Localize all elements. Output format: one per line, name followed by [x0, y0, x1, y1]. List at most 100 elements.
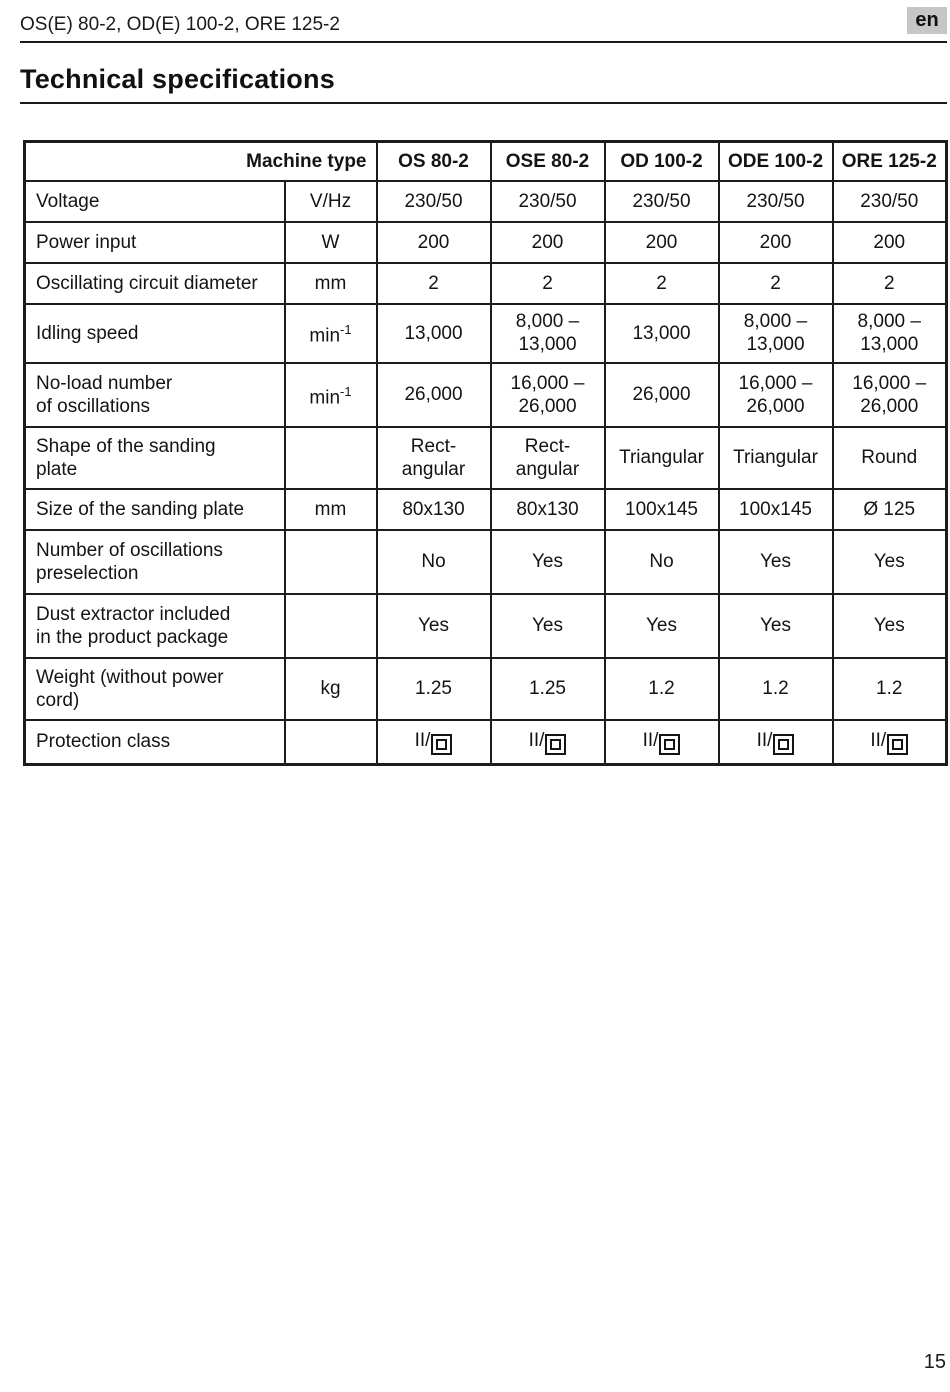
double-insulation-icon — [431, 733, 453, 755]
value-cell: Ø 125 — [831, 487, 948, 531]
row-unit-cell — [283, 528, 378, 595]
row-unit-cell — [283, 592, 378, 659]
row-unit-cell: mm — [283, 487, 378, 531]
value-cell: No — [375, 528, 492, 595]
value-cell: 1.2 — [603, 656, 720, 721]
column-header: OS 80-2 — [375, 140, 492, 182]
value-cell: 8,000 – 13,000 — [717, 302, 834, 364]
value-cell: 80x130 — [375, 487, 492, 531]
value-cell: 80x130 — [489, 487, 606, 531]
value-cell: 2 — [831, 261, 948, 305]
column-header: ORE 125-2 — [831, 140, 948, 182]
double-insulation-icon — [545, 733, 567, 755]
table-row: Shape of the sanding plate Rect- angular R… — [23, 425, 948, 490]
page-title: Technical specifications — [20, 64, 335, 94]
row-label-cell: Dust extractor included in the product p… — [23, 592, 286, 659]
value-cell: Yes — [375, 592, 492, 659]
value-cell: 2 — [375, 261, 492, 305]
value-cell: Round — [831, 425, 948, 490]
table-header-row: Machine type OS 80-2 OSE 80-2 OD 100-2 ODE 1… — [23, 140, 948, 182]
value-cell: Yes — [717, 528, 834, 595]
value-cell: 13,000 — [375, 302, 492, 364]
value-cell: Triangular — [717, 425, 834, 490]
double-insulation-icon — [887, 733, 909, 755]
table-row: Power input W 200 200 200 200 200 — [23, 220, 948, 264]
value-cell: No — [603, 528, 720, 595]
value-cell: 2 — [489, 261, 606, 305]
value-cell: II/ — [717, 718, 834, 766]
value-cell: Triangular — [603, 425, 720, 490]
table-row: Weight (without power cord) kg 1.25 1.25 1.2… — [23, 656, 948, 721]
inner-square — [778, 738, 790, 750]
row-unit-cell: V/Hz — [283, 179, 378, 223]
value-cell: 1.2 — [717, 656, 834, 721]
inner-square — [664, 738, 676, 750]
row-label-cell: Shape of the sanding plate — [23, 425, 286, 490]
value-cell: 230/50 — [375, 179, 492, 223]
value-cell: 230/50 — [489, 179, 606, 223]
value-cell: II/ — [489, 718, 606, 766]
value-cell: 13,000 — [603, 302, 720, 364]
row-unit-cell: W — [283, 220, 378, 264]
value-cell: 200 — [375, 220, 492, 264]
language-badge: en — [907, 7, 947, 34]
value-cell: 8,000 – 13,000 — [489, 302, 606, 364]
value-cell: Yes — [717, 592, 834, 659]
value-cell: 16,000 – 26,000 — [489, 361, 606, 428]
title-divider — [20, 102, 947, 104]
value-cell: Yes — [831, 592, 948, 659]
value-cell: 200 — [831, 220, 948, 264]
value-cell: 2 — [603, 261, 720, 305]
value-cell: 230/50 — [717, 179, 834, 223]
row-label-cell: No-load number of oscillations — [23, 361, 286, 428]
table-row: Voltage V/Hz 230/50 230/50 230/50 230/50 230/5… — [23, 179, 948, 223]
row-unit-cell — [283, 425, 378, 490]
row-label-cell: Size of the sanding plate — [23, 487, 286, 531]
row-unit-cell: min-1 — [283, 302, 378, 364]
value-cell: 16,000 – 26,000 — [717, 361, 834, 428]
row-label-cell: Oscillating circuit diameter — [23, 261, 286, 305]
value-cell: 100x145 — [603, 487, 720, 531]
value-cell: Yes — [831, 528, 948, 595]
table-row: Idling speed min-1 13,000 8,000 – 13,000 13,… — [23, 302, 948, 364]
value-cell: II/ — [375, 718, 492, 766]
table-row: Dust extractor included in the product p… — [23, 592, 948, 659]
value-cell: 100x145 — [717, 487, 834, 531]
inner-square — [892, 738, 904, 750]
value-cell: Rect- angular — [489, 425, 606, 490]
row-unit-cell: kg — [283, 656, 378, 721]
value-cell: Yes — [489, 592, 606, 659]
value-cell: Yes — [603, 592, 720, 659]
page-number: 15 — [923, 1351, 946, 1373]
value-cell: 2 — [717, 261, 834, 305]
value-cell: 16,000 – 26,000 — [831, 361, 948, 428]
document-header-title: OS(E) 80-2, OD(E) 100-2, ORE 125-2 — [20, 14, 340, 35]
table-row: Protection class II/II/II/II/II/ — [23, 718, 948, 766]
document-header: OS(E) 80-2, OD(E) 100-2, ORE 125-2 en — [20, 0, 947, 36]
value-cell: 26,000 — [603, 361, 720, 428]
row-label-cell: Voltage — [23, 179, 286, 223]
double-insulation-icon — [773, 733, 795, 755]
row-label-cell: Protection class — [23, 718, 286, 766]
column-header: OD 100-2 — [603, 140, 720, 182]
table-body: Voltage V/Hz 230/50 230/50 230/50 230/50 230/5… — [23, 179, 948, 766]
technical-specifications-table: Machine type OS 80-2 OSE 80-2 OD 100-2 ODE 1… — [23, 140, 948, 766]
value-cell: II/ — [831, 718, 948, 766]
value-cell: 8,000 – 13,000 — [831, 302, 948, 364]
row-unit-cell — [283, 718, 378, 766]
value-cell: 200 — [603, 220, 720, 264]
table-header: Machine type OS 80-2 OSE 80-2 OD 100-2 ODE 1… — [23, 140, 948, 182]
table-row: Oscillating circuit diameter mm 2 2 2 2 2 — [23, 261, 948, 305]
machine-type-header: Machine type — [23, 140, 378, 182]
row-label-cell: Idling speed — [23, 302, 286, 364]
row-label-cell: Power input — [23, 220, 286, 264]
value-cell: Rect- angular — [375, 425, 492, 490]
value-cell: 1.25 — [375, 656, 492, 721]
table-row: Size of the sanding plate mm 80x130 80x130 1… — [23, 487, 948, 531]
value-cell: 1.25 — [489, 656, 606, 721]
column-header: ODE 100-2 — [717, 140, 834, 182]
unit-superscript: -1 — [340, 322, 352, 338]
value-cell: 200 — [489, 220, 606, 264]
value-cell: 200 — [717, 220, 834, 264]
